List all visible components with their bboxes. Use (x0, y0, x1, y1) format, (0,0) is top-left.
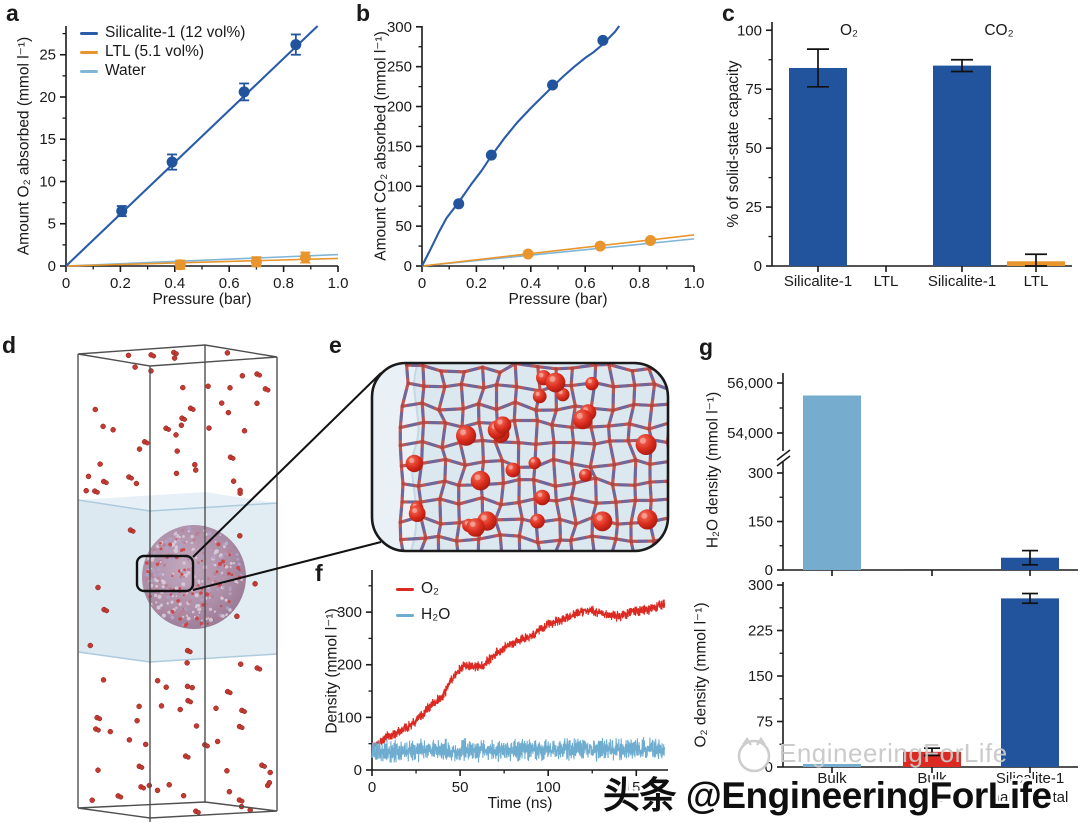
axis-title-a-y: Amount O₂ absorbed (mmol l⁻¹) (15, 36, 33, 256)
g-category-gas-line2: gas (919, 789, 945, 806)
g-category-nanocrystal-line1: Silicalite-1 (995, 770, 1065, 787)
svg-text:0: 0 (48, 258, 56, 275)
svg-text:50: 50 (395, 218, 412, 235)
svg-text:0: 0 (62, 275, 70, 292)
svg-text:150: 150 (748, 668, 773, 685)
svg-text:100: 100 (337, 709, 362, 726)
svg-text:1.0: 1.0 (684, 275, 705, 292)
legend-item-h2o: H₂O (396, 606, 450, 624)
legend-swatch-o2 (396, 587, 414, 591)
legend-label-ltl: LTL (5.1 vol%) (105, 43, 205, 60)
watermark-text: 头条 @EngineeringForLife (603, 775, 1052, 816)
svg-text:50: 50 (745, 140, 762, 157)
legend-label-water: Water (105, 62, 146, 79)
legend-item-o2: O₂ (396, 580, 439, 598)
svg-text:75: 75 (745, 81, 762, 98)
svg-text:0.8: 0.8 (629, 275, 650, 292)
svg-text:0.2: 0.2 (466, 275, 487, 292)
watermark-ghost-text: EngineeringForLife (779, 737, 1008, 768)
svg-text:250: 250 (387, 59, 412, 76)
svg-text:75: 75 (756, 714, 773, 731)
g-category-liquid-line1: Bulk (817, 770, 847, 787)
svg-text:100: 100 (737, 22, 762, 39)
watermark-ghost: EngineeringForLife (734, 731, 1008, 775)
group-label-co2: CO₂ (984, 22, 1014, 39)
svg-text:20: 20 (39, 89, 56, 106)
legend-swatch-water (80, 69, 98, 73)
svg-text:10: 10 (39, 173, 56, 190)
g-category-liquid-line2: liquid (814, 789, 850, 806)
svg-text:56,000: 56,000 (727, 375, 773, 392)
svg-text:0: 0 (765, 562, 773, 579)
svg-text:54,000: 54,000 (727, 425, 773, 442)
svg-text:25: 25 (39, 47, 56, 64)
axis-title-c-y: % of solid-state capacity (725, 60, 742, 228)
panel-label-b: b (356, 0, 371, 26)
svg-text:200: 200 (387, 99, 412, 116)
panel-label-d: d (2, 332, 17, 358)
legend-item-ltl: LTL (5.1 vol%) (80, 43, 204, 61)
svg-text:150: 150 (748, 514, 773, 531)
legend-swatch-h2o (396, 613, 414, 617)
legend-label-o2: O₂ (421, 580, 440, 597)
panel-label-f: f (315, 560, 323, 586)
panel-label-e: e (329, 332, 342, 358)
svg-text:5: 5 (48, 216, 56, 233)
svg-text:300: 300 (387, 19, 412, 36)
panel-label-c: c (722, 0, 735, 26)
axis-title-g-top-y: H₂O density (mmol l⁻¹) (704, 391, 722, 549)
legend-label-silicalite: Silicalite-1 (12 vol%) (105, 24, 246, 41)
svg-text:50: 50 (452, 779, 469, 796)
svg-text:150: 150 (624, 779, 649, 796)
svg-text:100: 100 (387, 178, 412, 195)
panel-label-a: a (6, 0, 19, 26)
svg-text:0.2: 0.2 (110, 275, 131, 292)
axis-title-f-y: Density (mmol l⁻¹) (323, 608, 341, 734)
svg-text:0: 0 (418, 275, 426, 292)
svg-text:300: 300 (748, 465, 773, 482)
svg-text:200: 200 (337, 657, 362, 674)
svg-text:0: 0 (354, 762, 362, 779)
svg-text:0.4: 0.4 (520, 275, 541, 292)
svg-text:0: 0 (368, 779, 376, 796)
svg-text:0.6: 0.6 (219, 275, 240, 292)
g-category-nanocrystal-line2: nanocrystal (991, 789, 1069, 806)
legend-swatch-silicalite (80, 31, 98, 35)
svg-text:0.6: 0.6 (575, 275, 596, 292)
c-category-1: Silicalite-1 (783, 273, 853, 290)
svg-text:0.4: 0.4 (164, 275, 185, 292)
svg-text:150: 150 (387, 138, 412, 155)
axis-title-b-x: Pressure (bar) (508, 291, 608, 308)
svg-text:0: 0 (754, 258, 762, 275)
c-category-3: Silicalite-1 (927, 273, 997, 290)
svg-text:300: 300 (337, 604, 362, 621)
axis-title-f-x: Time (ns) (487, 795, 553, 812)
c-category-2: LTL (873, 273, 899, 290)
legend-item-silicalite: Silicalite-1 (12 vol%) (80, 24, 245, 42)
axis-title-a-x: Pressure (bar) (152, 291, 252, 308)
smiley-icon (737, 736, 771, 773)
svg-text:15: 15 (39, 131, 56, 148)
svg-text:100: 100 (536, 779, 561, 796)
legend-label-h2o: H₂O (421, 606, 451, 623)
c-category-4: LTL (1023, 273, 1049, 290)
axis-title-b-y: Amount CO₂ absorbed (mmol l⁻¹) (372, 31, 390, 261)
axis-title-g-bottom-y: O₂ density (mmol l⁻¹) (692, 602, 710, 748)
svg-text:225: 225 (748, 623, 773, 640)
group-label-o2: O₂ (839, 22, 859, 39)
svg-text:0: 0 (404, 258, 412, 275)
svg-text:0.8: 0.8 (273, 275, 294, 292)
legend-swatch-ltl (80, 50, 98, 54)
panel-label-g: g (699, 334, 714, 360)
svg-text:0: 0 (765, 759, 773, 776)
legend-item-water: Water (80, 62, 146, 80)
svg-text:300: 300 (748, 577, 773, 594)
svg-text:1.0: 1.0 (328, 275, 349, 292)
g-category-gas-line1: Bulk (917, 770, 947, 787)
svg-text:25: 25 (745, 199, 762, 216)
